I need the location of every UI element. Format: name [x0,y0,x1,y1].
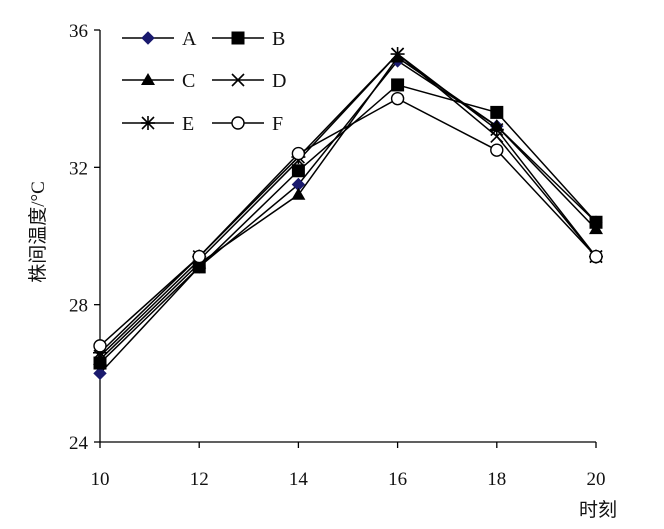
legend-item-e: E [122,113,194,135]
series-d [93,47,603,363]
y-tick-label: 24 [69,433,89,454]
series-group [93,47,603,381]
legend-marker-e [141,116,155,130]
legend-item-a: A [122,28,197,50]
legend-item-d: D [212,70,286,92]
x-tick-label: 10 [91,469,110,490]
legend-marker-d [231,73,245,87]
legend-label: D [272,70,286,92]
axes: 24 28 32 36 10 12 14 16 18 20 [69,21,606,490]
series-c [93,50,603,365]
series-line-f [99,97,597,347]
x-tick-label: 12 [190,469,209,490]
series-line-b [99,84,597,364]
data-point-f [192,249,206,264]
data-point-c [291,187,306,200]
legend-label: B [272,28,285,50]
data-point-b [391,78,405,92]
data-point-b [490,105,504,119]
data-point-c [589,222,603,235]
data-point-f [291,146,306,161]
data-point-e [489,122,504,137]
series-line-a [99,59,597,374]
legend-item-b: B [212,28,285,50]
series-e [93,47,603,360]
data-point-f [93,339,107,353]
legend: A B C D E F [122,28,286,135]
data-point-f [390,91,405,106]
series-f [93,91,603,353]
y-tick-label: 36 [69,21,88,42]
legend-label: E [182,113,194,135]
data-point-f [490,143,504,157]
data-point-f [589,249,603,264]
legend-item-c: C [122,70,195,92]
data-point-e [390,47,405,62]
legend-item-f: F [212,113,283,135]
legend-marker-a [141,31,155,45]
legend-marker-b [231,31,245,45]
y-axis-label: 株间温度/°C [27,181,49,283]
series-line-d [99,53,597,357]
x-tick-label: 18 [487,469,506,490]
legend-marker-c [141,73,155,85]
legend-marker-f [231,116,245,130]
x-tick-label: 20 [587,469,606,490]
x-tick-label: 16 [388,469,407,490]
legend-label: F [272,113,283,135]
data-point-a [93,366,107,381]
y-tick-label: 32 [69,158,88,179]
legend-label: A [182,28,197,50]
x-tick-label: 14 [289,469,309,490]
y-tick-label: 28 [69,296,88,317]
x-axis-label: 时刻 [579,499,617,521]
series-a [93,54,603,381]
legend-label: C [182,70,195,92]
data-point-b [291,164,305,178]
series-line-c [99,56,597,361]
series-line-e [99,53,597,354]
